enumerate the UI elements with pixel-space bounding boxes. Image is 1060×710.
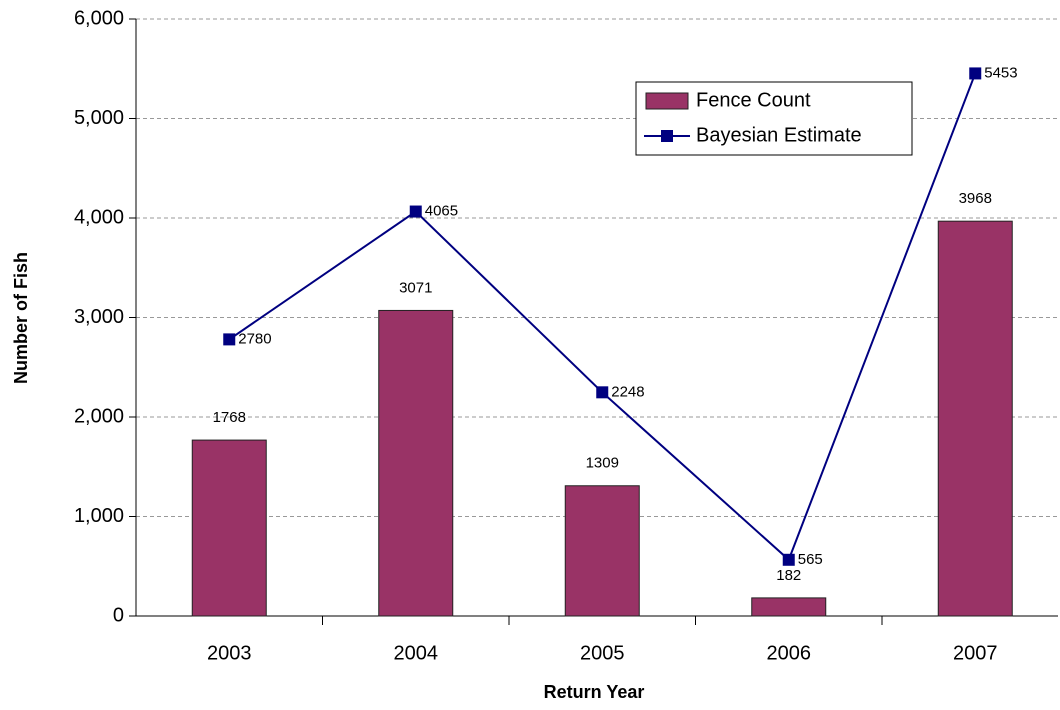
bar bbox=[378, 309, 454, 617]
x-axis-title: Return Year bbox=[544, 682, 645, 702]
legend-box bbox=[635, 81, 913, 156]
data-label: 5453 bbox=[984, 64, 1017, 81]
y-tick-label: 5,000 bbox=[74, 107, 124, 129]
marker bbox=[782, 553, 795, 566]
data-label: 3071 bbox=[399, 279, 432, 296]
x-tick-label: 2006 bbox=[767, 642, 812, 664]
marker bbox=[223, 333, 236, 346]
legend-label: Fence Count bbox=[696, 89, 811, 111]
y-tick-label: 1,000 bbox=[74, 505, 124, 527]
y-tick-label: 3,000 bbox=[74, 306, 124, 328]
data-label: 2780 bbox=[238, 330, 271, 347]
data-label: 565 bbox=[798, 551, 823, 568]
data-label: 3968 bbox=[959, 190, 992, 207]
bar bbox=[191, 439, 267, 617]
y-tick-label: 0 bbox=[113, 604, 124, 626]
legend-label: Bayesian Estimate bbox=[696, 124, 862, 146]
data-label: 1768 bbox=[213, 409, 246, 426]
x-tick-label: 2004 bbox=[394, 642, 439, 664]
data-label: 182 bbox=[776, 567, 801, 584]
data-label: 1309 bbox=[586, 455, 619, 472]
y-tick-label: 6,000 bbox=[74, 7, 124, 29]
x-tick-label: 2007 bbox=[953, 642, 998, 664]
x-tick-label: 2003 bbox=[207, 642, 252, 664]
data-label: 4065 bbox=[425, 203, 458, 220]
legend-swatch bbox=[645, 92, 689, 110]
y-axis-title: Number of Fish bbox=[11, 252, 31, 384]
legend-marker bbox=[661, 130, 673, 142]
y-tick-label: 2,000 bbox=[74, 405, 124, 427]
marker bbox=[596, 386, 609, 399]
bar bbox=[751, 597, 827, 617]
marker bbox=[969, 67, 982, 80]
y-tick-label: 4,000 bbox=[74, 206, 124, 228]
data-label: 2248 bbox=[611, 383, 644, 400]
bar bbox=[564, 485, 640, 617]
marker bbox=[409, 205, 422, 218]
x-tick-label: 2005 bbox=[580, 642, 625, 664]
bar bbox=[937, 220, 1013, 617]
